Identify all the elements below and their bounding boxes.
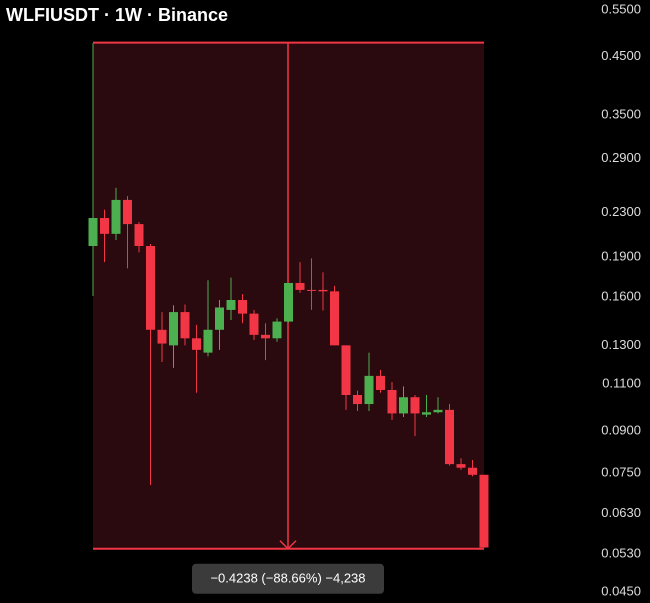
y-tick-label: 0.4500 xyxy=(601,48,641,63)
y-tick-label: 0.2900 xyxy=(601,150,641,165)
candle-body xyxy=(146,246,155,330)
candle-body xyxy=(203,329,213,353)
y-tick-label: 0.0900 xyxy=(601,422,641,437)
chart-title: WLFIUSDT · 1W · Binance xyxy=(6,5,228,25)
candle-body xyxy=(111,199,121,234)
y-tick-label: 0.0750 xyxy=(601,465,641,480)
candle-body xyxy=(295,282,305,290)
candle-body xyxy=(238,299,247,314)
candle-body xyxy=(169,312,178,346)
measure-arrow xyxy=(279,540,297,550)
y-tick-label: 0.0530 xyxy=(601,545,641,560)
y-tick-label: 0.1300 xyxy=(601,337,641,352)
measure-label-box xyxy=(192,563,384,594)
y-tick-label: 0.3500 xyxy=(601,107,641,122)
y-tick-label: 0.0450 xyxy=(601,583,641,598)
candle-body xyxy=(364,375,374,405)
candle-body xyxy=(192,338,201,350)
candle-body xyxy=(88,218,98,247)
candle-body xyxy=(399,397,408,414)
candle-body xyxy=(468,467,477,475)
candle-body xyxy=(376,375,385,390)
candle-body xyxy=(353,395,362,405)
y-tick-label: 0.2300 xyxy=(601,204,641,219)
candle-body xyxy=(341,345,351,396)
candle-body xyxy=(123,199,132,225)
candle-body xyxy=(433,409,443,413)
y-tick-label: 0.0630 xyxy=(601,505,641,520)
candle-body xyxy=(445,409,454,465)
candle-body xyxy=(307,289,316,291)
y-tick-label: 0.5500 xyxy=(601,1,641,16)
candle-body xyxy=(272,321,282,339)
candle-body xyxy=(180,312,190,339)
candle-body xyxy=(410,397,420,414)
candle-body xyxy=(387,389,397,414)
candle-body xyxy=(284,282,293,322)
candle-body xyxy=(318,289,328,292)
candle-body xyxy=(261,334,270,339)
candle-body xyxy=(134,224,144,247)
measure-label: −0.4238 (−88.66%) −4,238 xyxy=(210,571,365,586)
price-axis: 0.5500 0.4500 0.3500 0.2900 0.2300 0.1900 0.16… xyxy=(592,1,641,598)
candle-body xyxy=(157,329,167,344)
candle-body xyxy=(215,307,224,330)
candle-body xyxy=(226,299,236,310)
candle-body xyxy=(479,474,489,548)
candle-body xyxy=(249,313,259,335)
candle-body xyxy=(100,218,109,234)
y-tick-label: 0.1100 xyxy=(602,376,641,391)
candle-body xyxy=(330,291,339,346)
y-tick-label: 0.1900 xyxy=(601,249,641,264)
candle-layer xyxy=(88,43,489,548)
candle-body xyxy=(422,412,431,415)
candle-body xyxy=(456,464,466,468)
y-tick-label: 0.1600 xyxy=(601,289,641,304)
